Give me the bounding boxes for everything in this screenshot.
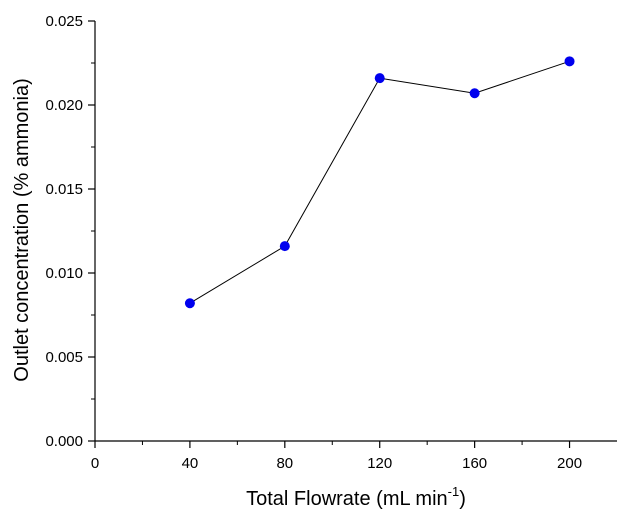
x-tick-label-200: 200 — [557, 455, 582, 472]
x-tick-label-160: 160 — [462, 455, 487, 472]
y-tick-label-0.025: 0.025 — [45, 13, 83, 30]
axes — [94, 21, 617, 442]
y-tick-label-0.005: 0.005 — [45, 349, 83, 366]
x-tick-label-80: 80 — [276, 455, 293, 472]
x-tick-label-40: 40 — [182, 455, 199, 472]
y-tick-label-0.015: 0.015 — [45, 181, 83, 198]
data-point-40 — [184, 298, 195, 309]
series-line-0 — [189, 60, 570, 304]
x-tick-label-0: 0 — [91, 455, 99, 472]
data-point-200 — [564, 56, 575, 67]
x-axis-title: Total Flowrate (mL min-1) — [246, 484, 466, 509]
series — [184, 56, 575, 309]
y-tick-label-0.010: 0.010 — [45, 265, 83, 282]
data-point-80 — [279, 241, 290, 252]
y-axis-title: Outlet concentration (% ammonia) — [11, 78, 33, 381]
ticks: 0 40 80 120 160 200 0.000 0.005 0.010 0.015 0.020 0… — [45, 13, 582, 472]
data-point-120 — [374, 73, 385, 84]
data-point-160 — [469, 88, 480, 99]
y-tick-label-0.000: 0.000 — [45, 433, 83, 450]
y-tick-label-0.020: 0.020 — [45, 97, 83, 114]
x-tick-label-120: 120 — [367, 455, 392, 472]
